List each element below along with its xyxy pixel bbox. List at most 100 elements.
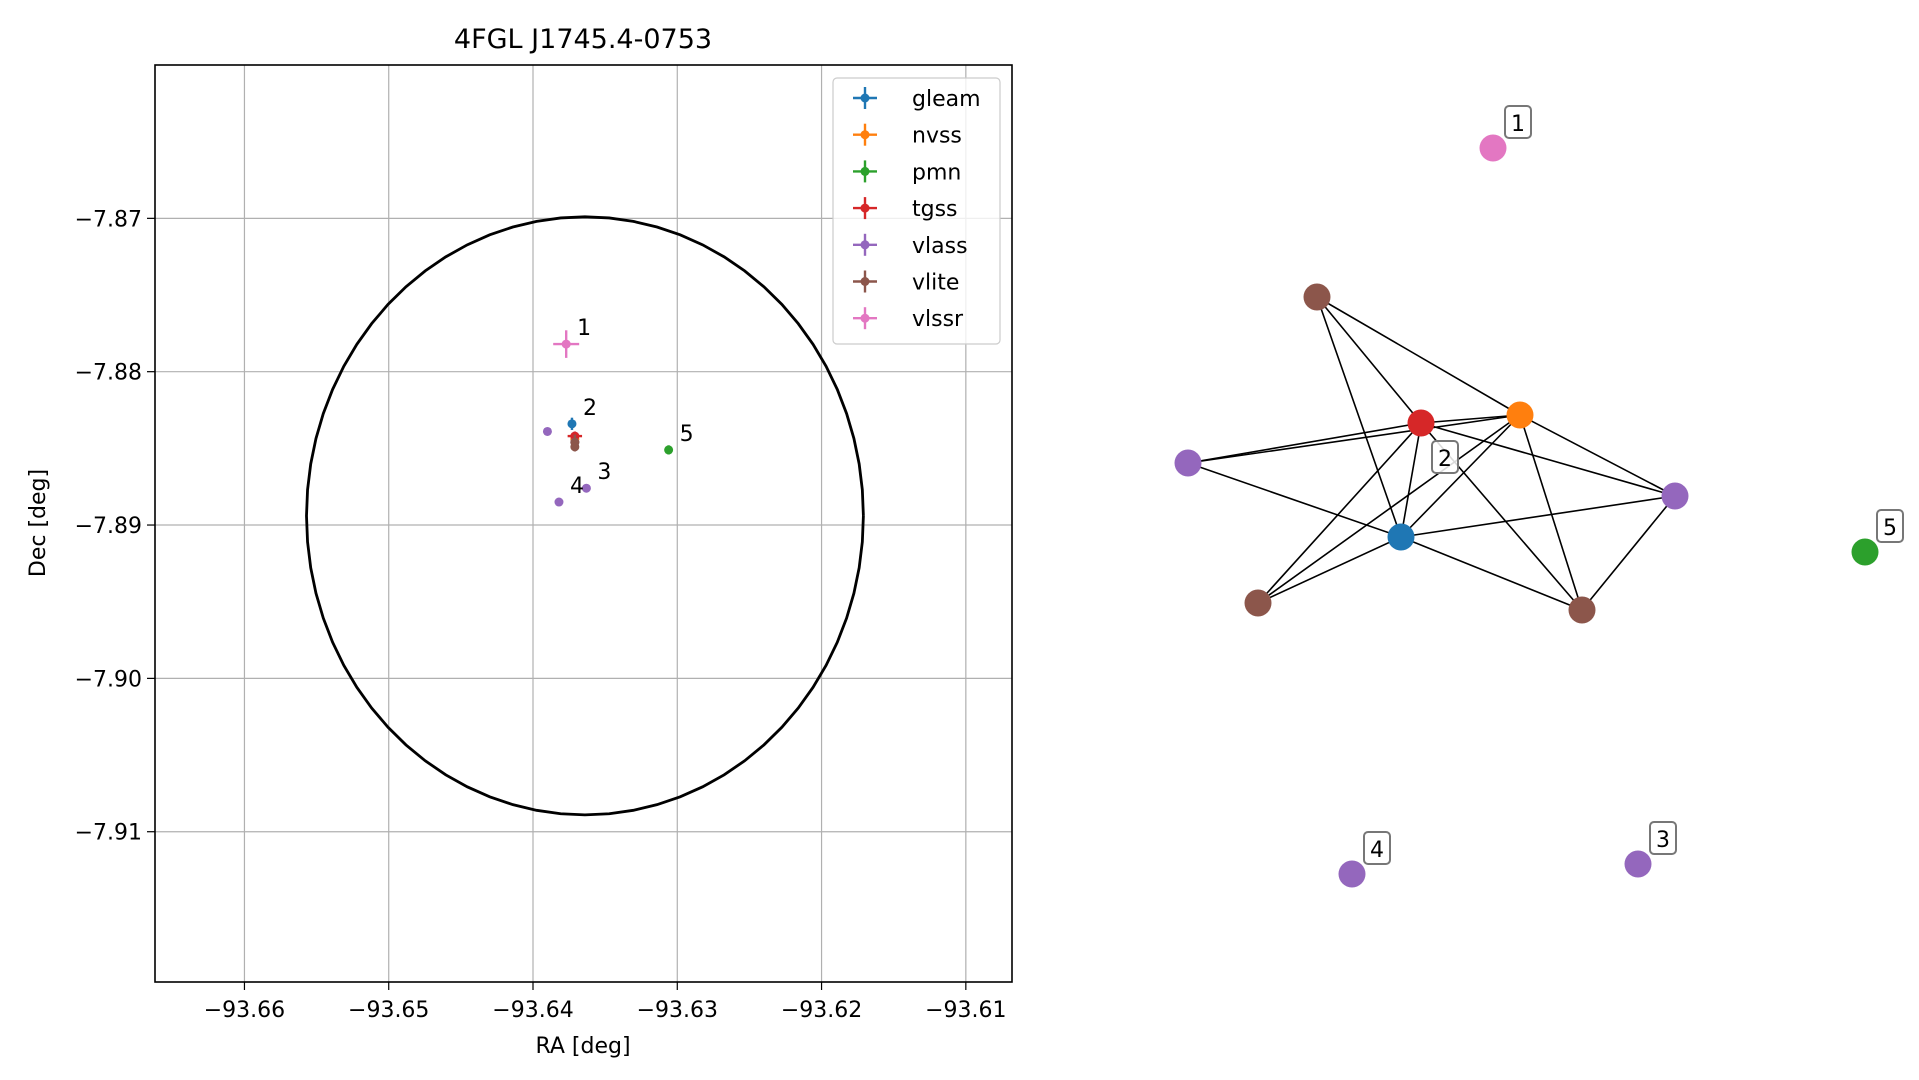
network-node [1244,589,1272,617]
legend-entry-vlass: vlass [853,233,968,259]
network-edge [1420,422,1676,497]
legend-label: nvss [912,124,962,149]
legend-marker [860,313,870,323]
y-axis-ticks: −7.87 −7.88 −7.89 −7.90 −7.91 [75,207,155,846]
data-point-vlssr [553,330,580,358]
network-node [1851,538,1879,566]
label-box [1504,105,1532,139]
network-edge [1257,536,1402,604]
point-annotation: 2 [583,396,597,421]
legend-label: vlssr [912,307,964,332]
legend-entry-pmn: pmn [853,160,961,185]
node-label: 1 [1504,105,1532,139]
network-edge [1316,296,1402,538]
node-label: 3 [1649,821,1677,855]
label-text: 5 [1883,516,1897,541]
label-box [1363,831,1391,865]
legend-box [832,77,1001,345]
legend-entries: gleam nvss pmn tgss vlass vlite vlssr [853,87,981,332]
point-annotation: 4 [570,474,584,499]
network-node [1407,409,1435,437]
x-tick-label: −93.65 [348,998,429,1023]
point-marker [554,497,564,507]
network-edge [1400,414,1521,538]
data-point-pmn [664,445,674,455]
point-marker [567,419,577,429]
legend-entry-nvss: nvss [853,123,962,149]
node-label: 2 [1431,440,1459,474]
node-label: 5 [1876,509,1904,543]
legend-label: tgss [912,197,958,222]
point-annotations: 1 2 5 34 [570,316,694,499]
x-axis-label: RA [deg] [535,1034,630,1059]
data-point-vlite [570,442,580,452]
legend-marker [860,277,870,286]
x-tick-label: −93.61 [925,998,1006,1023]
point-annotation: 3 [597,460,611,485]
network-edge [1187,414,1521,464]
legend-marker [860,166,870,176]
network-edge [1316,296,1422,424]
point-marker [561,339,571,349]
point-annotation: 5 [680,422,694,447]
chart-title: 4FGL J1745.4-0753 [454,24,712,55]
error-circle [305,215,865,817]
data-points [542,330,674,507]
network-edge [1581,495,1676,611]
legend-label: vlass [912,234,968,259]
x-axis-ticks: −93.66 −93.65 −93.64 −93.63 −93.62 −93.61 [204,982,1007,1023]
label-text: 4 [1370,838,1384,863]
network-edge [1519,414,1676,497]
localization-circle [305,215,865,817]
legend-marker [860,203,870,213]
network-edge [1519,414,1583,611]
data-point-vlass [554,497,564,507]
legend-marker [860,240,870,250]
network-labels: 1 5 4 3 2 [1363,105,1904,865]
legend-label: vlite [912,271,959,296]
x-tick-label: −93.63 [637,998,718,1023]
legend: gleam nvss pmn tgss vlass vlite vlssr [832,77,1001,345]
network-nodes [1174,134,1879,888]
point-annotation: 1 [577,316,591,341]
legend-entry-vlite: vlite [853,270,959,296]
network-edge [1187,462,1402,538]
y-tick-label: −7.89 [75,514,142,539]
network-edge [1187,422,1422,464]
data-point-gleam [567,417,577,430]
point-marker [570,442,580,452]
network-edge [1316,296,1521,416]
axes-frame [154,64,1013,983]
network-node [1479,134,1507,162]
y-tick-label: −7.88 [75,361,142,386]
network-node [1624,850,1652,878]
label-text: 2 [1438,447,1452,472]
label-box [1876,509,1904,543]
legend-label: gleam [912,87,981,112]
y-tick-label: −7.91 [75,821,142,846]
x-tick-label: −93.66 [204,998,285,1023]
x-tick-label: −93.64 [492,998,573,1023]
network-node [1661,482,1689,510]
point-marker [664,445,674,455]
legend-marker [860,130,870,140]
network-edge [1420,414,1521,424]
network-graph: 1 5 4 3 2 [1174,105,1904,888]
network-edge [1257,422,1422,604]
label-box [1649,821,1677,855]
network-edge [1257,414,1521,604]
legend-marker [860,93,870,103]
data-point-vlass [542,426,552,436]
label-box [1431,440,1459,474]
y-tick-label: −7.90 [75,667,142,692]
y-axis-label: Dec [deg] [26,469,51,577]
network-edges [1187,296,1676,611]
network-node [1506,401,1534,429]
network-node [1387,523,1415,551]
data-point-vlass [581,483,591,493]
point-marker [581,483,591,493]
network-edge [1400,536,1583,611]
x-tick-label: −93.62 [781,998,862,1023]
network-node [1174,449,1202,477]
